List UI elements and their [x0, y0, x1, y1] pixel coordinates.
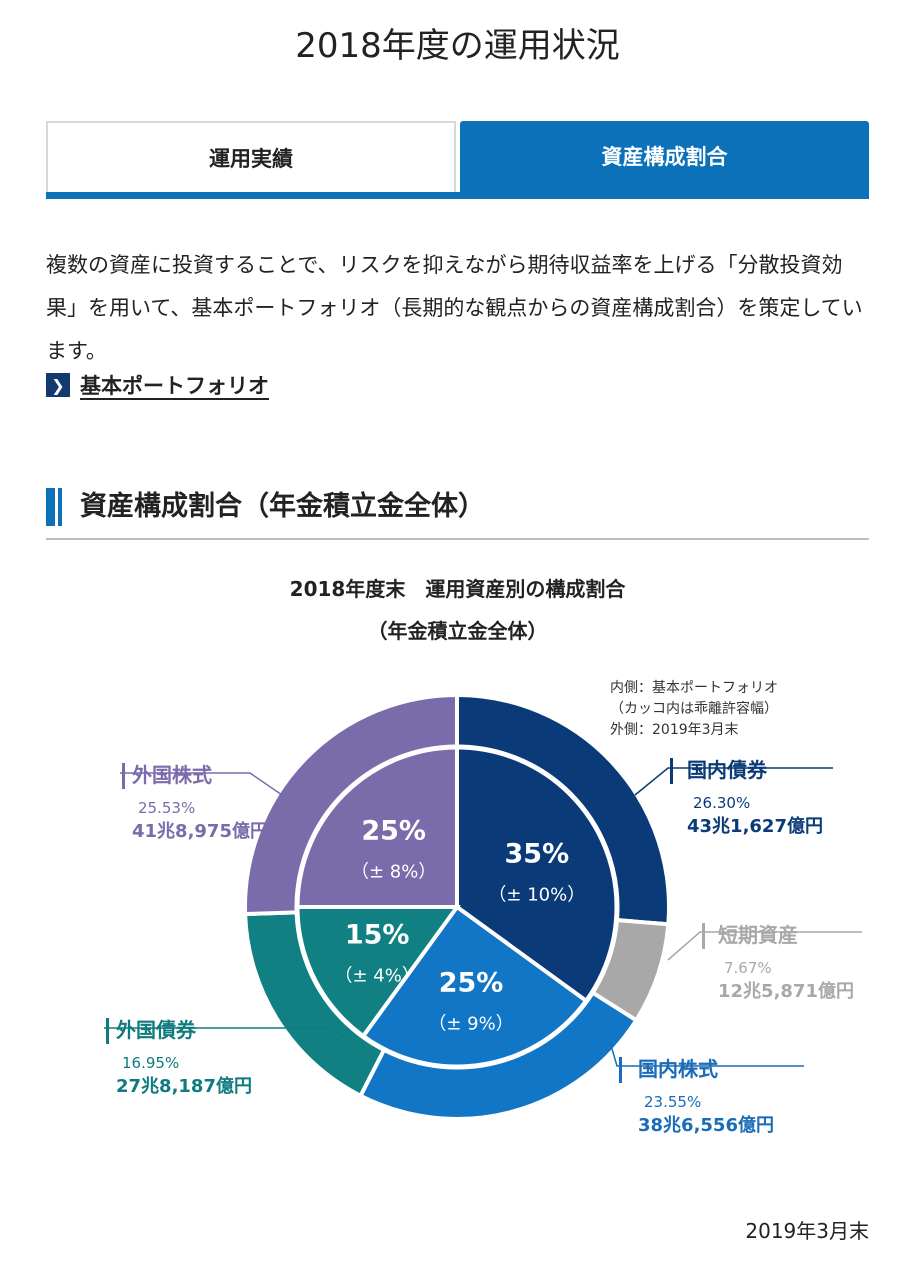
- outer-amount-label-3: 27兆8,187億円: [116, 1075, 252, 1097]
- leader-marker-3: [106, 1018, 109, 1044]
- outer-amount-label-1: 12兆5,871億円: [718, 980, 854, 1002]
- outer-amount-label-4: 41兆8,975億円: [132, 820, 268, 842]
- outer-name-label-3: 外国債券: [116, 1018, 197, 1042]
- inner-percent-label-3: 25%: [361, 816, 426, 847]
- outer-amount-label-2: 38兆6,556億円: [638, 1114, 774, 1136]
- page-title: 2018年度の運用状況: [295, 26, 620, 66]
- ring-separator: [294, 744, 620, 1070]
- inner-range-label-2: （± 4%）: [334, 966, 419, 987]
- outer-amount-label-0: 43兆1,627億円: [687, 815, 823, 837]
- footer-date: 2019年3月末: [745, 1219, 869, 1243]
- leader-marker-1: [702, 923, 705, 949]
- leader-line-2: [609, 1041, 804, 1067]
- inner-percent-label-0: 35%: [505, 838, 570, 869]
- intro-text: 複数の資産に投資することで、リスクを抑えながら期待収益率を上げる「分散投資効果」…: [46, 253, 863, 363]
- outer-percent-label-1: 7.67%: [724, 959, 772, 977]
- outer-name-label-1: 短期資産: [718, 923, 798, 947]
- tab-bar: 運用実績 資産構成割合: [46, 121, 869, 199]
- legend-note-line-0: 内側：基本ポートフォリオ: [610, 679, 778, 696]
- outer-percent-label-0: 26.30%: [693, 794, 750, 812]
- leader-line-3: [104, 1027, 364, 1054]
- outer-percent-label-3: 16.95%: [122, 1054, 179, 1072]
- basic-portfolio-link[interactable]: ❯ 基本ポートフォリオ: [46, 370, 269, 400]
- tab-underline: [46, 192, 869, 199]
- leader-marker-0: [670, 758, 673, 784]
- basic-portfolio-link-label[interactable]: 基本ポートフォリオ: [80, 374, 269, 398]
- heading-accent-bar: [46, 488, 55, 526]
- chevron-right-icon: ❯: [46, 373, 70, 397]
- leader-marker-2: [619, 1057, 622, 1083]
- leader-line-1: [667, 931, 862, 961]
- legend-note-line-1: （カッコ内は乖離許容幅）: [610, 700, 778, 717]
- outer-name-label-0: 国内債券: [687, 758, 768, 782]
- leader-line-0: [634, 767, 833, 796]
- outer-name-label-4: 外国株式: [132, 763, 212, 787]
- inner-range-label-3: （± 8%）: [351, 862, 436, 883]
- leader-line-4: [120, 772, 283, 796]
- section-heading-text: 資産構成割合（年金積立金全体）: [80, 491, 485, 522]
- chart-title: 2018年度末 運用資産別の構成割合: [289, 577, 626, 601]
- outer-percent-label-2: 23.55%: [644, 1093, 701, 1111]
- inner-percent-label-1: 25%: [439, 967, 504, 998]
- outer-name-label-2: 国内株式: [638, 1057, 718, 1081]
- section-heading: 資産構成割合（年金積立金全体）: [46, 488, 869, 540]
- tab-performance[interactable]: 運用実績: [46, 121, 456, 199]
- leader-marker-4: [122, 763, 125, 789]
- inner-range-label-1: （± 9%）: [428, 1013, 513, 1034]
- heading-accent-bar-thin: [58, 488, 62, 526]
- legend-note-line-2: 外側：2019年3月末: [610, 722, 739, 738]
- chart-subtitle: （年金積立金全体）: [367, 619, 548, 643]
- inner-percent-label-2: 15%: [345, 920, 410, 951]
- outer-percent-label-4: 25.53%: [138, 799, 195, 817]
- tab-asset-allocation[interactable]: 資産構成割合: [460, 121, 869, 199]
- inner-range-label-0: （± 10%）: [488, 884, 585, 905]
